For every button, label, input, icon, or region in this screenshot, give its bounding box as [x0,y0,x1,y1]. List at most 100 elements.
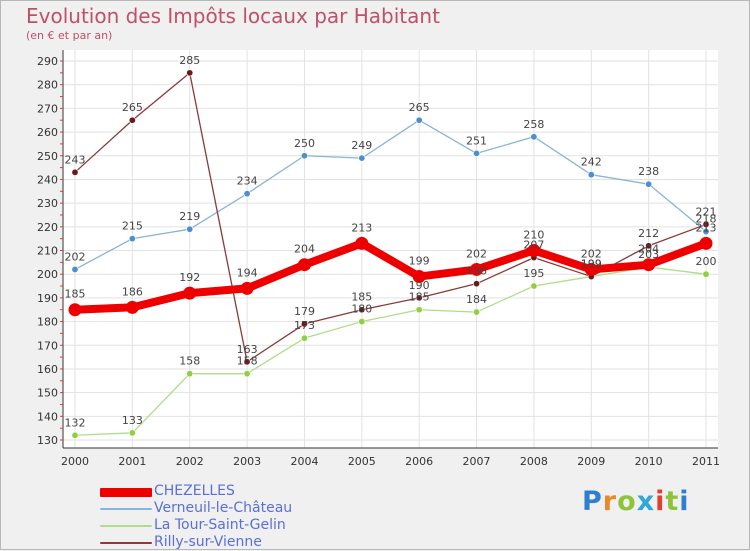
data-point-rilly-sur-vienne [71,168,79,176]
data-label-la-tour-saint-gelin: 200 [696,255,717,268]
data-label-verneuil-le-chateau: 242 [581,156,602,169]
data-point-la-tour-saint-gelin [243,370,251,378]
data-point-verneuil-le-chateau [415,116,423,124]
data-point-chezelles [470,262,484,276]
data-point-la-tour-saint-gelin [702,270,710,278]
y-tick-label: 170 [37,339,58,352]
data-label-rilly-sur-vienne: 221 [696,205,717,218]
data-point-verneuil-le-chateau [645,180,653,188]
y-tick-label: 240 [37,173,58,186]
data-point-chezelles [240,281,254,295]
data-point-chezelles [642,258,656,272]
y-tick-label: 270 [37,102,58,115]
plot-area [63,50,718,448]
logo-letter: i [655,486,666,517]
data-point-verneuil-le-chateau [358,154,366,162]
x-tick-label: 2007 [463,455,491,468]
data-label-rilly-sur-vienne: 185 [351,291,372,304]
y-tick-label: 130 [37,434,58,447]
data-point-rilly-sur-vienne [243,358,251,366]
logo-letter: P [582,486,603,517]
chart-title: Evolution des Impôts locaux par Habitant [26,4,440,28]
data-label-chezelles: 202 [466,247,487,260]
series-line-verneuil-le-chateau [74,119,707,271]
data-label-chezelles: 213 [696,221,717,234]
data-label-rilly-sur-vienne: 265 [122,101,143,114]
data-label-verneuil-le-chateau: 218 [696,213,717,226]
data-label-rilly-sur-vienne: 243 [65,153,86,166]
data-label-la-tour-saint-gelin: 132 [65,416,86,429]
data-point-chezelles [183,286,197,300]
chart-subtitle: (en € et par an) [26,29,113,42]
data-point-verneuil-le-chateau [587,171,595,179]
data-label-verneuil-le-chateau: 234 [237,175,258,188]
logo-letter: o [617,486,637,517]
data-point-chezelles [297,258,311,272]
data-label-verneuil-le-chateau: 202 [65,250,86,263]
data-label-rilly-sur-vienne: 285 [179,54,200,67]
data-label-chezelles: 210 [523,229,544,242]
x-tick-label: 2001 [118,455,146,468]
x-tick-label: 2010 [635,455,663,468]
data-label-rilly-sur-vienne: 207 [523,239,544,252]
data-point-rilly-sur-vienne [702,220,710,228]
data-point-verneuil-le-chateau [186,225,194,233]
data-point-chezelles [125,300,139,314]
legend-label-rilly: Rilly-sur-Vienne [154,534,262,550]
data-point-verneuil-le-chateau [702,228,710,236]
data-label-verneuil-le-chateau: 249 [351,139,372,152]
data-label-verneuil-le-chateau: 265 [409,101,430,114]
data-point-rilly-sur-vienne [645,242,653,250]
data-point-verneuil-le-chateau [128,235,136,243]
data-label-rilly-sur-vienne: 212 [638,227,659,240]
x-tick-label: 2002 [176,455,204,468]
data-point-verneuil-le-chateau [71,265,79,273]
data-label-rilly-sur-vienne: 179 [294,305,315,318]
logo-letter: r [602,486,618,517]
data-point-chezelles [355,236,369,250]
data-point-la-tour-saint-gelin [300,334,308,342]
data-label-la-tour-saint-gelin: 158 [237,355,258,368]
y-tick-label: 280 [37,79,58,92]
data-label-verneuil-le-chateau: 215 [122,220,143,233]
data-label-verneuil-le-chateau: 251 [466,134,487,147]
data-label-la-tour-saint-gelin: 199 [581,258,602,271]
y-tick-label: 290 [37,55,58,68]
logo-letter: x [636,486,656,517]
data-point-la-tour-saint-gelin [415,306,423,314]
line-chart: 130 140 150 160 170 180 190 200 210 220 230 240 250 2… [37,50,720,468]
data-label-chezelles: 204 [638,243,659,256]
data-label-rilly-sur-vienne: 163 [237,343,258,356]
data-label-rilly-sur-vienne: 199 [581,258,602,271]
data-label-verneuil-le-chateau: 238 [638,165,659,178]
data-label-la-tour-saint-gelin: 185 [409,291,430,304]
data-label-la-tour-saint-gelin: 133 [122,414,143,427]
data-point-chezelles [584,262,598,276]
data-label-chezelles: 202 [581,247,602,260]
data-point-chezelles [412,270,426,284]
data-point-chezelles [527,244,541,257]
legend-label-verneuil: Verneuil-le-Château [154,500,293,516]
legend-swatch-la-tour [100,525,152,527]
x-tick-label: 2003 [233,455,261,468]
x-tick-label: 2011 [692,455,720,468]
data-point-la-tour-saint-gelin [530,282,538,290]
data-label-rilly-sur-vienne: 196 [466,265,487,278]
data-label-la-tour-saint-gelin: 184 [466,293,487,306]
y-tick-label: 220 [37,221,58,234]
data-label-chezelles: 213 [351,221,372,234]
x-tick-label: 2004 [290,455,318,468]
data-point-la-tour-saint-gelin [128,429,136,437]
data-label-chezelles: 192 [179,271,200,284]
legend-swatch-rilly [100,542,152,544]
y-tick-label: 250 [37,150,58,163]
data-point-rilly-sur-vienne [300,320,308,328]
data-point-verneuil-le-chateau [473,149,481,157]
data-point-la-tour-saint-gelin [473,308,481,316]
x-tick-label: 2006 [405,455,433,468]
proxiti-logo: Proxiti [582,486,690,517]
y-tick-label: 180 [37,316,58,329]
data-label-chezelles: 185 [65,288,86,301]
legend-label-la-tour: La Tour-Saint-Gelin [154,517,286,533]
data-label-chezelles: 199 [409,255,430,268]
